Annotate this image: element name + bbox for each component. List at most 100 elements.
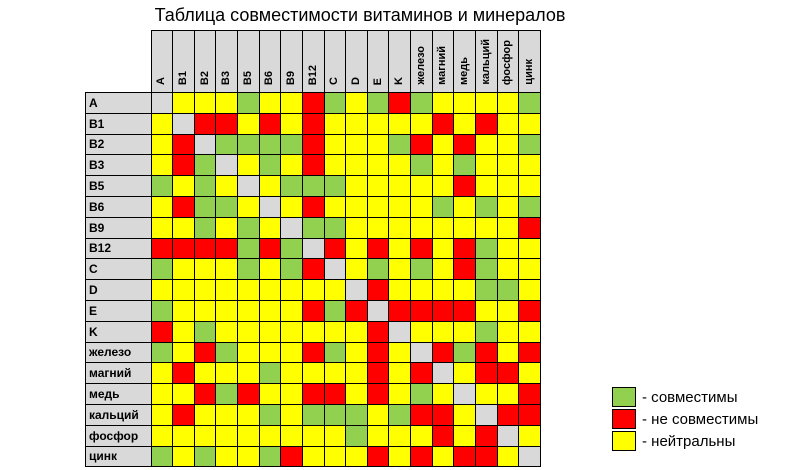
cell-K-цинк: [518, 320, 541, 343]
cell-магний-C: [323, 362, 347, 385]
legend-item: - совместимы: [612, 387, 758, 407]
table-row: B6: [85, 195, 541, 218]
column-header-K: K: [388, 30, 411, 93]
cell-железо-B5: [237, 341, 260, 364]
cell-фосфор-A: [150, 424, 174, 447]
cell-медь-C: [323, 383, 347, 405]
cell-фосфор-C: [323, 424, 347, 447]
cell-цинк-B2: [193, 445, 217, 468]
cell-E-B2: [193, 299, 217, 322]
cell-B3-кальций: [474, 154, 498, 177]
cell-D-B1: [172, 279, 195, 301]
cell-B1-B3: [215, 112, 238, 135]
cell-K-B2: [193, 320, 217, 343]
cell-B2-A: [150, 133, 174, 156]
cell-B12-B5: [237, 237, 260, 260]
cell-B12-B6: [258, 237, 282, 260]
cell-B12-E: [366, 237, 390, 260]
cell-медь-цинк: [518, 383, 541, 405]
table-row: магний: [85, 362, 541, 385]
cell-медь-медь: [453, 383, 476, 405]
cell-B1-B12: [301, 112, 325, 135]
cell-магний-B9: [280, 362, 303, 385]
cell-B1-B9: [280, 112, 303, 135]
cell-A-медь: [453, 92, 476, 114]
legend-swatch-G: [612, 387, 636, 407]
cell-D-железо: [410, 279, 433, 301]
cell-медь-B5: [237, 383, 260, 405]
cell-D-K: [388, 279, 411, 301]
cell-B3-B2: [193, 154, 217, 177]
cell-B5-B1: [172, 175, 195, 197]
cell-железо-B9: [280, 341, 303, 364]
cell-B2-C: [323, 133, 347, 156]
cell-медь-D: [345, 383, 368, 405]
cell-фосфор-B2: [193, 424, 217, 447]
cell-C-A: [150, 258, 174, 281]
cell-B9-B12: [301, 216, 325, 239]
column-header-B12: B12: [301, 30, 325, 93]
cell-медь-B3: [215, 383, 238, 405]
cell-медь-кальций: [474, 383, 498, 405]
table-row: B5: [85, 175, 541, 197]
cell-D-B12: [301, 279, 325, 301]
cell-цинк-железо: [410, 445, 433, 468]
cell-железо-цинк: [518, 341, 541, 364]
cell-A-B6: [258, 92, 282, 114]
cell-E-железо: [410, 299, 433, 322]
cell-B1-B1: [172, 112, 195, 135]
cell-медь-B2: [193, 383, 217, 405]
cell-B9-B1: [172, 216, 195, 239]
cell-магний-магний: [431, 362, 455, 385]
cell-E-K: [388, 299, 411, 322]
cell-B3-C: [323, 154, 347, 177]
cell-B2-B6: [258, 133, 282, 156]
cell-C-медь: [453, 258, 476, 281]
cell-B2-E: [366, 133, 390, 156]
cell-B5-магний: [431, 175, 455, 197]
cell-B12-B3: [215, 237, 238, 260]
cell-B9-D: [345, 216, 368, 239]
cell-B6-C: [323, 195, 347, 218]
cell-B6-медь: [453, 195, 476, 218]
cell-B2-B3: [215, 133, 238, 156]
row-header-D: D: [85, 279, 152, 301]
column-header-label: B5: [241, 70, 254, 85]
cell-кальций-D: [345, 403, 368, 426]
cell-K-кальций: [474, 320, 498, 343]
cell-B1-цинк: [518, 112, 541, 135]
table-row: медь: [85, 383, 541, 405]
table-row: B1: [85, 112, 541, 135]
cell-фосфор-цинк: [518, 424, 541, 447]
cell-B6-железо: [410, 195, 433, 218]
cell-B1-B6: [258, 112, 282, 135]
cell-B1-B5: [237, 112, 260, 135]
cell-B2-цинк: [518, 133, 541, 156]
cell-B9-B5: [237, 216, 260, 239]
column-header-label: магний: [436, 46, 449, 85]
cell-C-кальций: [474, 258, 498, 281]
column-header-B5: B5: [237, 30, 260, 93]
cell-фосфор-фосфор: [496, 424, 520, 447]
cell-A-кальций: [474, 92, 498, 114]
cell-кальций-B2: [193, 403, 217, 426]
cell-кальций-B9: [280, 403, 303, 426]
cell-железо-B12: [301, 341, 325, 364]
cell-D-фосфор: [496, 279, 520, 301]
cell-B9-A: [150, 216, 174, 239]
cell-B3-B1: [172, 154, 195, 177]
cell-B6-B5: [237, 195, 260, 218]
corner-cell: [85, 30, 151, 93]
cell-D-B2: [193, 279, 217, 301]
cell-B6-E: [366, 195, 390, 218]
cell-B5-K: [388, 175, 411, 197]
column-header-магний: магний: [431, 30, 455, 93]
cell-B9-B6: [258, 216, 282, 239]
column-header-C: C: [323, 30, 347, 93]
cell-фосфор-B3: [215, 424, 238, 447]
legend-label: - нейтральны: [642, 432, 736, 450]
cell-B2-кальций: [474, 133, 498, 156]
cell-B3-B12: [301, 154, 325, 177]
cell-цинк-B6: [258, 445, 282, 468]
cell-магний-железо: [410, 362, 433, 385]
